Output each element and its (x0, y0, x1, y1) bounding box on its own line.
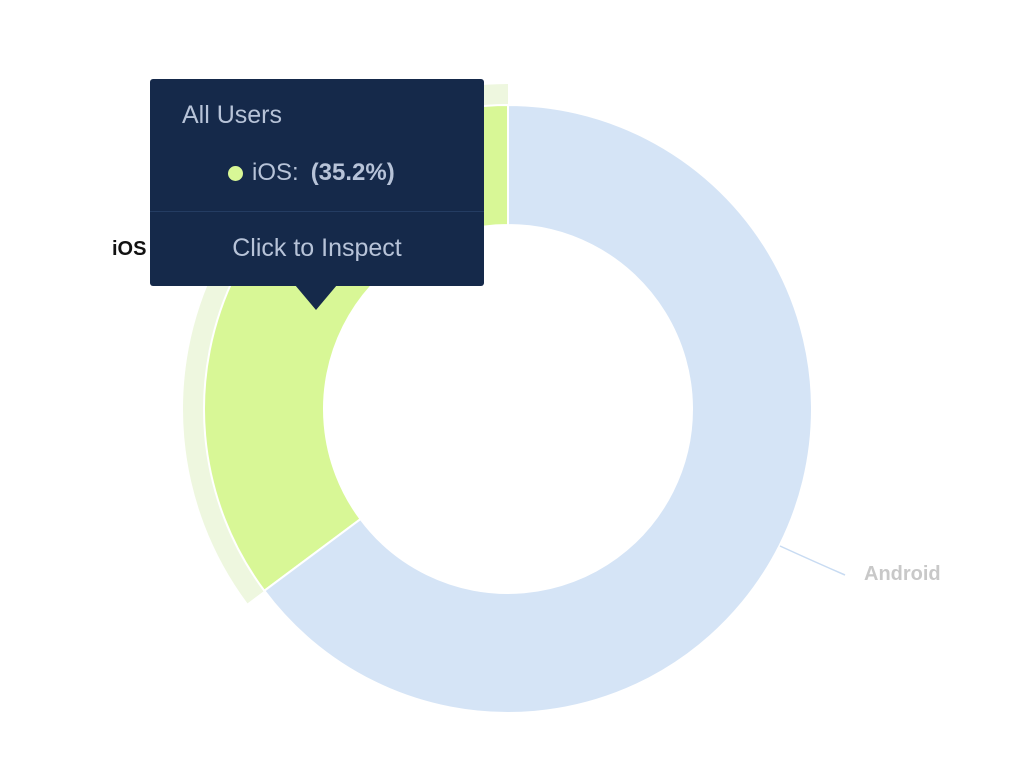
tooltip-series-label: iOS (252, 159, 293, 186)
tooltip-value: (35.2%) (310, 159, 395, 186)
inspect-link[interactable]: Click to Inspect (232, 234, 402, 262)
tooltip: All Users iOS : (35.2%) Click to Inspect (150, 79, 484, 286)
series-dot-icon (228, 165, 243, 181)
slice-label-ios: iOS (112, 238, 147, 260)
slice-label-android: Android (864, 563, 941, 585)
tooltip-title: All Users (182, 101, 283, 129)
leader-line-android (779, 545, 846, 576)
slice-android[interactable] (262, 103, 813, 714)
tooltip-caret (295, 285, 337, 310)
leader-line-layer (779, 545, 846, 576)
tooltip-colon: : (292, 159, 299, 186)
tooltip-divider (150, 211, 484, 212)
tooltip-row: iOS : (35.2%) (228, 159, 395, 187)
